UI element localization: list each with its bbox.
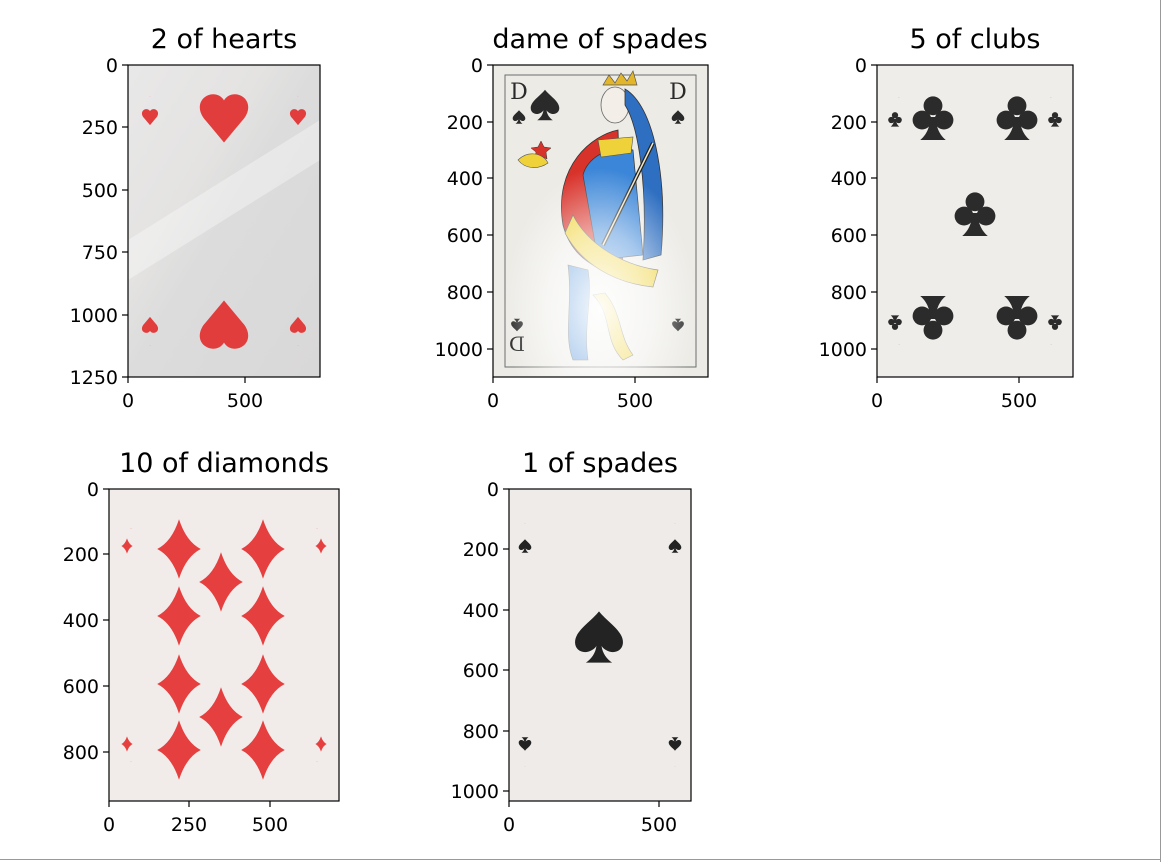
y-tick-label: 750 xyxy=(82,242,118,264)
subplot-diamonds10: 10 of diamonds 10 10 10 10 0 250 500 0 200 400 600 8… xyxy=(63,448,340,836)
x-tick-label: 500 xyxy=(617,390,653,412)
corner-rank-bottom-right: 5 xyxy=(1050,343,1051,345)
y-tick-label: 600 xyxy=(63,676,99,698)
y-tick-label: 800 xyxy=(831,282,867,304)
y-tick-label: 800 xyxy=(447,282,483,304)
glare xyxy=(493,65,708,377)
y-tick-label: 0 xyxy=(855,55,867,77)
subplot-title: 1 of spades xyxy=(522,448,678,479)
y-tick-label: 600 xyxy=(831,225,867,247)
axes-frame xyxy=(127,64,321,378)
corner-rank-bottom-left: 1 xyxy=(524,765,525,767)
y-tick-label: 600 xyxy=(447,225,483,247)
x-tick-label: 0 xyxy=(122,390,134,412)
axes-frame xyxy=(508,488,692,802)
y-tick-label: 0 xyxy=(487,479,499,501)
x-tick-label: 0 xyxy=(503,814,515,836)
canvas-border-right xyxy=(1160,0,1161,862)
subplot-clubs5: 5 of clubs 5 5 5 5 0 500 0 200 400 600 800 1000 xyxy=(819,24,1074,412)
x-tick-label: 250 xyxy=(171,814,207,836)
y-tick-label: 500 xyxy=(82,180,118,202)
x-tick-label: 500 xyxy=(252,814,288,836)
corner-rank-top-left: 1 xyxy=(525,523,526,525)
corner-rank-bottom-right: 10 xyxy=(316,760,318,762)
subplot-hearts2: 2 of hearts 2 2 2 2 0 500 0 250 500 750 1000 1250 xyxy=(70,24,321,412)
corner-rank-top-left: 5 xyxy=(899,97,900,99)
subplot-queenSpades: dame of spadesDDD050002004006008001000 xyxy=(435,24,709,412)
subplot-title: 2 of hearts xyxy=(151,24,297,55)
corner-rank-top-right: 1 xyxy=(675,523,676,525)
corner-rank-bottom-right: 1 xyxy=(674,765,675,767)
y-tick-label: 0 xyxy=(106,55,118,77)
y-tick-label: 1250 xyxy=(70,367,118,389)
subplot-spades1: 1 of spades 1 1 1 1 0 500 0 200 400 600 800 1000 xyxy=(451,448,692,836)
x-tick-label: 500 xyxy=(1001,390,1037,412)
y-tick-label: 600 xyxy=(463,660,499,682)
y-tick-label: 400 xyxy=(63,610,99,632)
y-tick-label: 1000 xyxy=(435,339,483,361)
y-tick-label: 200 xyxy=(463,539,499,561)
canvas-border-bottom xyxy=(0,859,1161,860)
y-tick-label: 800 xyxy=(463,721,499,743)
glare-streak xyxy=(128,120,320,280)
corner-rank-top-right: 2 xyxy=(298,96,299,98)
y-tick-label: 1000 xyxy=(819,339,867,361)
y-tick-label: 800 xyxy=(63,742,99,764)
corner-rank-bottom-left: 2 xyxy=(149,344,150,346)
subplot-title: 10 of diamonds xyxy=(119,448,329,479)
y-tick-label: 400 xyxy=(463,600,499,622)
x-tick-label: 0 xyxy=(487,390,499,412)
y-tick-label: 1000 xyxy=(451,781,499,803)
corner-rank-top-left: 10 xyxy=(130,528,132,530)
y-tick-label: 0 xyxy=(87,479,99,501)
subplot-title: 5 of clubs xyxy=(909,24,1040,55)
axes-frame xyxy=(876,64,1074,378)
corner-rank-bottom-left: 5 xyxy=(898,343,899,345)
x-tick-label: 0 xyxy=(103,814,115,836)
y-tick-label: 400 xyxy=(831,168,867,190)
axes-frame xyxy=(108,488,340,802)
y-tick-label: 0 xyxy=(471,55,483,77)
subplot-title: dame of spades xyxy=(492,24,707,55)
x-tick-label: 500 xyxy=(227,390,263,412)
card-image xyxy=(109,489,339,801)
y-tick-label: 200 xyxy=(63,544,99,566)
corner-rank-bottom-right: 2 xyxy=(297,344,298,346)
corner-rank-top-left: 2 xyxy=(150,96,151,98)
x-tick-label: 500 xyxy=(641,814,677,836)
y-tick-label: 200 xyxy=(831,112,867,134)
axes-frame xyxy=(492,64,709,378)
y-tick-label: 1000 xyxy=(70,305,118,327)
corner-rank-bottom-left: 10 xyxy=(130,760,132,762)
corner-rank-top-right: 5 xyxy=(1051,97,1052,99)
y-tick-label: 250 xyxy=(82,117,118,139)
y-tick-label: 400 xyxy=(447,168,483,190)
corner-rank-top-right: 10 xyxy=(316,528,318,530)
x-tick-label: 0 xyxy=(871,390,883,412)
y-tick-label: 200 xyxy=(447,112,483,134)
